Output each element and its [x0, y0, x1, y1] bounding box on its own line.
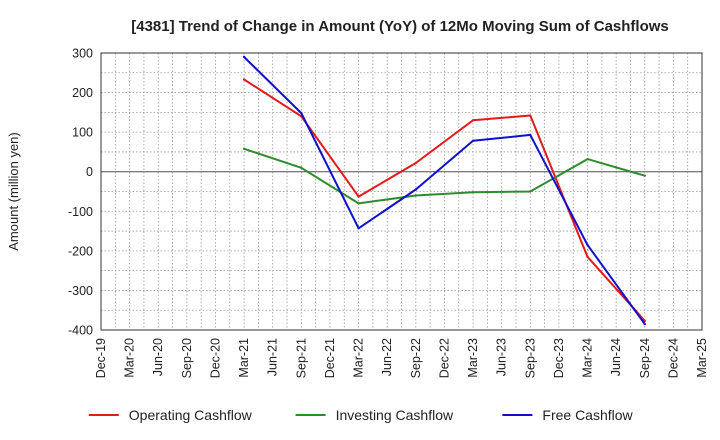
data-point-free-cashflow — [414, 188, 418, 191]
x-tick-label: Sep-22 — [409, 338, 423, 378]
x-tick-label: Sep-24 — [638, 338, 652, 378]
x-tick-label: Dec-22 — [437, 338, 451, 378]
grid-lines — [100, 52, 703, 331]
legend-label-free-cashflow: Free Cashflow — [542, 407, 633, 423]
legend-label-investing-cashflow: Investing Cashflow — [336, 407, 454, 423]
x-tick-label: Dec-19 — [94, 338, 108, 378]
data-point-investing-cashflow — [586, 157, 589, 161]
x-tick-label: Jun-24 — [609, 338, 623, 376]
data-point-free-cashflow — [357, 227, 360, 230]
x-tick-label: Mar-23 — [466, 338, 480, 378]
y-tick-label: 100 — [72, 126, 93, 140]
data-point-free-cashflow — [586, 243, 589, 247]
x-tick-label: Sep-20 — [180, 338, 194, 378]
x-tick-label: Jun-22 — [380, 338, 394, 376]
series-line-investing-cashflow — [243, 147, 646, 205]
plot-frame — [100, 52, 703, 331]
legend-label-operating-cashflow: Operating Cashflow — [129, 407, 253, 423]
y-tick-label: 0 — [86, 165, 93, 179]
x-tick-label: Mar-25 — [695, 338, 709, 378]
chart-title: [4381] Trend of Change in Amount (YoY) o… — [131, 18, 669, 35]
x-tick-label: Sep-21 — [294, 338, 308, 378]
data-point-investing-cashflow — [529, 190, 532, 193]
y-tick-label: -200 — [68, 244, 93, 258]
y-tick-label: -300 — [68, 284, 93, 298]
x-tick-label: Dec-21 — [323, 338, 337, 378]
data-point-free-cashflow — [471, 139, 475, 143]
data-point-operating-cashflow — [529, 114, 532, 117]
data-point-operating-cashflow — [586, 255, 589, 258]
x-tick-label: Mar-22 — [352, 338, 366, 378]
data-point-investing-cashflow — [414, 194, 418, 197]
x-tick-label: Jun-23 — [495, 338, 509, 376]
x-tick-label: Dec-20 — [208, 338, 222, 378]
data-point-investing-cashflow — [242, 147, 246, 150]
data-point-operating-cashflow — [357, 195, 360, 198]
y-tick-label: 300 — [72, 47, 93, 61]
series-line-free-cashflow — [243, 56, 646, 325]
series-line-operating-cashflow — [243, 78, 646, 322]
data-point-free-cashflow — [300, 111, 303, 115]
x-tick-label: Jun-21 — [266, 338, 280, 376]
x-tick-label: Mar-24 — [581, 338, 595, 378]
data-point-investing-cashflow — [471, 191, 475, 194]
x-tick-label: Dec-23 — [552, 338, 566, 378]
x-tick-label: Jun-20 — [151, 338, 165, 376]
y-tick-label: -400 — [68, 324, 93, 338]
legend: Operating Cashflow Investing Cashflow Free… — [88, 407, 634, 423]
x-tick-label: Dec-24 — [666, 338, 680, 378]
data-point-operating-cashflow — [643, 319, 646, 323]
data-point-investing-cashflow — [643, 174, 646, 177]
data-point-investing-cashflow — [357, 202, 360, 205]
series-lines — [242, 55, 646, 326]
y-tick-label: 200 — [72, 86, 93, 100]
y-tick-label: -100 — [68, 205, 93, 219]
x-tick-label: Sep-23 — [523, 338, 537, 378]
data-point-free-cashflow — [242, 55, 246, 59]
x-tick-label: Mar-20 — [123, 338, 137, 378]
x-tick-label: Mar-21 — [237, 338, 251, 378]
data-point-operating-cashflow — [414, 161, 418, 165]
data-point-free-cashflow — [643, 322, 646, 326]
x-axis-ticks: Dec-19 Mar-20 Jun-20 Sep-20 Dec-20 Mar-21 Jun-… — [94, 338, 709, 378]
y-axis-ticks: 300 200 100 0 -100 -200 -300 -400 — [68, 47, 93, 338]
data-point-investing-cashflow — [300, 166, 303, 169]
data-point-operating-cashflow — [242, 78, 246, 81]
data-point-operating-cashflow — [471, 119, 475, 122]
data-point-free-cashflow — [529, 133, 532, 137]
y-axis-label: Amount (million yen) — [6, 132, 21, 251]
